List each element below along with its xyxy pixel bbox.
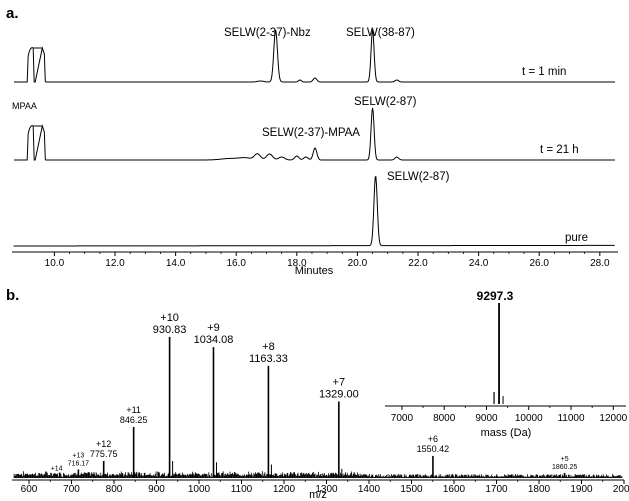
peak-label-selw38-87: SELW(38-87) bbox=[346, 27, 415, 39]
charge-label: +14 bbox=[51, 466, 63, 473]
charge-label: +13 bbox=[72, 453, 84, 460]
x-tick-label-b: 600 bbox=[21, 484, 38, 495]
trace-1min: t = 1 min SELW(2-37)-Nbz SELW(38-87) bbox=[14, 27, 615, 83]
peak-label-selw2-87-pure: SELW(2-87) bbox=[387, 171, 450, 183]
inset-ticks: 7000 8000 9000 10000 11000 12000 bbox=[391, 406, 628, 424]
x-ticks-a: 10.0 12.0 14.0 16.0 18.0 20.0 22.0 24.0 26.0 28.0 bbox=[45, 252, 610, 269]
panel-a-label: a. bbox=[6, 5, 19, 22]
mz-label: 1034.08 bbox=[194, 334, 234, 346]
x-tick-label-a: 22.0 bbox=[408, 258, 428, 269]
x-axis-title-b: m/z bbox=[309, 489, 327, 501]
x-tick-label-a: 20.0 bbox=[348, 258, 368, 269]
x-tick-label-b: 1700 bbox=[485, 484, 508, 495]
x-tick-label-b: 1000 bbox=[188, 484, 211, 495]
inset-deconvolution: 7000 8000 9000 10000 11000 12000 mass (Da) 92… bbox=[385, 289, 628, 439]
x-tick-label-b: 1100 bbox=[231, 484, 253, 495]
x-axis-title-a: Minutes bbox=[295, 265, 334, 277]
x-tick-label-a: 24.0 bbox=[469, 258, 489, 269]
mz-label: 716.17 bbox=[68, 461, 90, 468]
peak-label-nbz: SELW(2-37)-Nbz bbox=[224, 27, 311, 39]
x-tick-label-b: 1400 bbox=[358, 484, 381, 495]
inset-tick-label: 7000 bbox=[391, 413, 414, 424]
x-tick-label-a: 12.0 bbox=[105, 258, 125, 269]
trace-line-1min bbox=[14, 29, 615, 83]
peak-label-selw2-87-21h: SELW(2-87) bbox=[354, 96, 417, 108]
trace-label-pure: pure bbox=[565, 232, 588, 244]
charge-label: +10 bbox=[160, 312, 179, 324]
inset-tick-label: 9000 bbox=[475, 413, 498, 424]
inset-marks bbox=[493, 303, 504, 404]
trace-line-21h bbox=[14, 107, 615, 161]
x-tick-label-b: 900 bbox=[148, 484, 165, 495]
x-tick-label-a: 14.0 bbox=[166, 258, 186, 269]
inset-peak-label: 9297.3 bbox=[477, 289, 514, 303]
x-tick-label-a: 16.0 bbox=[226, 258, 246, 269]
x-tick-label-a: 26.0 bbox=[529, 258, 549, 269]
inset-axis-title: mass (Da) bbox=[481, 427, 532, 439]
x-tick-label-b: 1800 bbox=[528, 484, 551, 495]
x-tick-label-a: 10.0 bbox=[45, 258, 65, 269]
x-tick-label-b: 1200 bbox=[273, 484, 296, 495]
x-axis-a: 10.0 12.0 14.0 16.0 18.0 20.0 22.0 24.0 26.0 28.0… bbox=[12, 251, 618, 277]
x-tick-label-b: 700 bbox=[63, 484, 80, 495]
peak-label-mpaa: MPAA bbox=[12, 101, 37, 111]
mz-label: 1329.00 bbox=[319, 389, 359, 401]
panel-b-label: b. bbox=[6, 287, 19, 304]
x-tick-label-b: 1900 bbox=[570, 484, 593, 495]
x-tick-label-b: 1500 bbox=[400, 484, 423, 495]
x-tick-label-b: 800 bbox=[106, 484, 123, 495]
panel-a: a. t = 1 min SELW(2-37)-Nbz SELW(38-87) … bbox=[6, 5, 618, 277]
peak-label-mpaa-thioester: SELW(2-37)-MPAA bbox=[262, 127, 360, 139]
inset-tick-label: 12000 bbox=[599, 413, 627, 424]
charge-label: +9 bbox=[207, 322, 220, 334]
mz-label: 930.83 bbox=[153, 324, 187, 336]
x-axis-b: 600 700 800 900 1000 1100 1200 1300 1400 1500 1600… bbox=[12, 479, 629, 501]
x-tick-label-a: 28.0 bbox=[590, 258, 610, 269]
x-tick-label-b: 2000 bbox=[613, 484, 629, 495]
trace-pure: pure SELW(2-87) bbox=[13, 171, 615, 247]
charge-label: +7 bbox=[333, 377, 346, 389]
trace-21h: t = 21 h MPAA SELW(2-37)-MPAA SELW(2-87) bbox=[12, 96, 615, 161]
x-tick-label-a: 18.0 bbox=[287, 258, 307, 269]
mz-label: 1860.25 bbox=[552, 464, 577, 471]
mz-label: 846.25 bbox=[120, 415, 148, 425]
charge-label: +11 bbox=[126, 405, 141, 415]
inset-tick-label: 8000 bbox=[433, 413, 456, 424]
trace-line-pure bbox=[13, 176, 615, 247]
x-ticks-b: 600 700 800 900 1000 1100 1200 1300 1400 1500 1600… bbox=[21, 480, 629, 495]
mz-label: 1550.42 bbox=[417, 444, 450, 454]
trace-label-21h: t = 21 h bbox=[540, 144, 579, 156]
mz-label: 775.75 bbox=[90, 449, 118, 459]
x-tick-label-b: 1600 bbox=[443, 484, 466, 495]
x-tick-label-b: 1300 bbox=[315, 484, 338, 495]
charge-label: +6 bbox=[428, 434, 438, 444]
charge-label: +8 bbox=[262, 341, 275, 353]
inset-tick-label: 10000 bbox=[515, 413, 543, 424]
mz-label: 1163.33 bbox=[249, 353, 288, 365]
spectrum-noise bbox=[13, 471, 623, 478]
inset-tick-label: 11000 bbox=[557, 413, 585, 424]
charge-label: +5 bbox=[561, 456, 569, 463]
trace-label-1min: t = 1 min bbox=[522, 66, 566, 78]
charge-label: +12 bbox=[96, 439, 111, 449]
